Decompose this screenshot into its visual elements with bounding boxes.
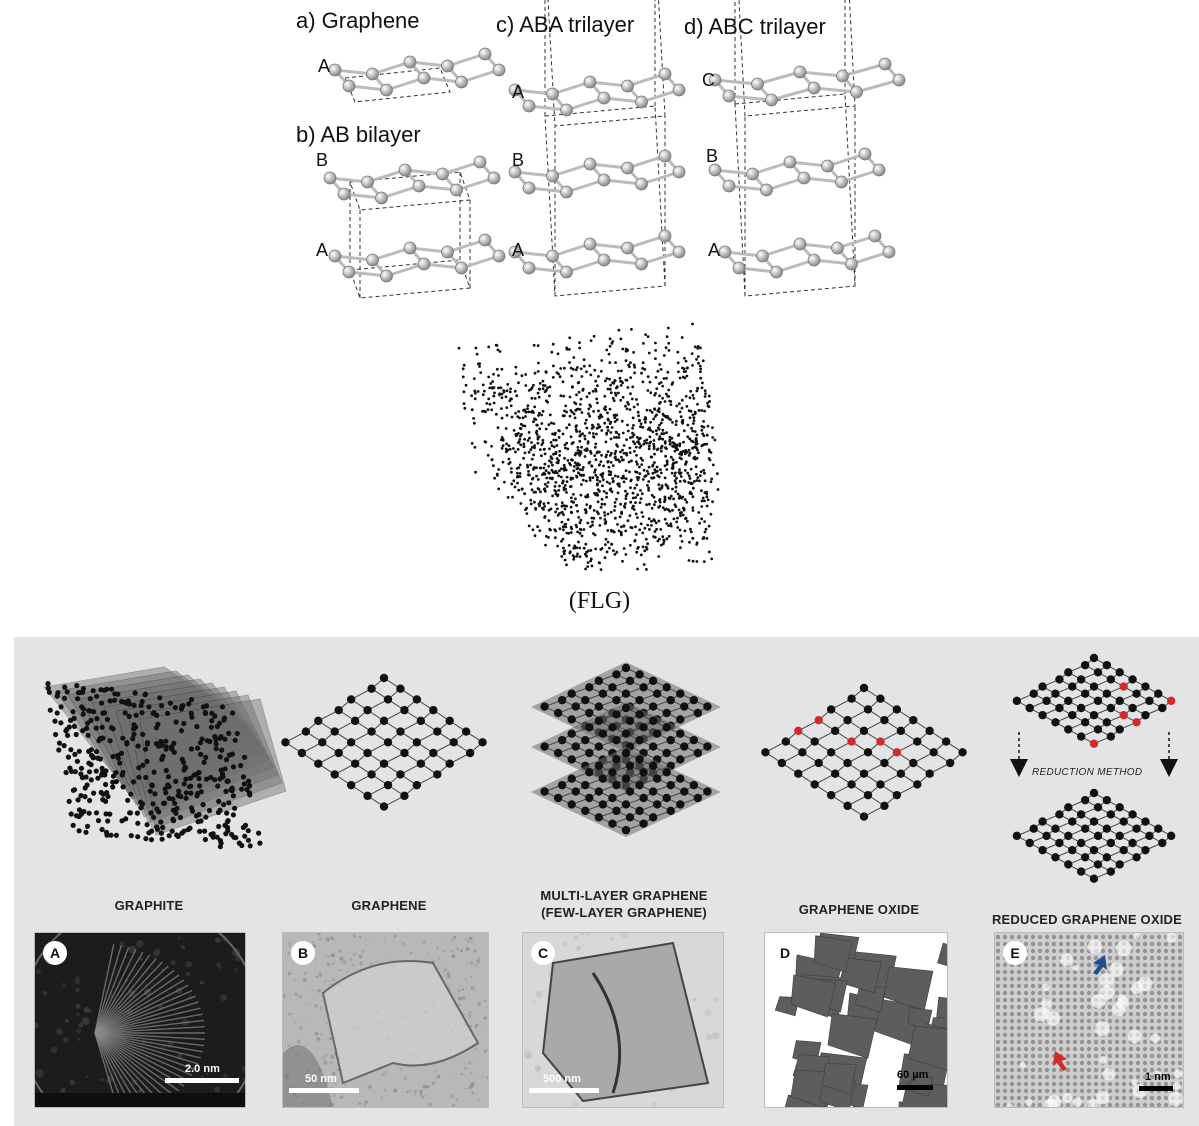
panel-c-label: c) ABA trilayer <box>496 12 635 37</box>
scale-bar-label: 2.0 nm <box>185 1063 220 1075</box>
graphene-label: GRAPHENE <box>351 898 427 913</box>
scale-bar <box>529 1088 599 1093</box>
layer-letter: A <box>512 82 525 102</box>
micrograph-graphene-oxide: D 60 µm <box>764 932 948 1108</box>
graphite-label: GRAPHITE <box>114 898 184 913</box>
scale-bar-label: 50 nm <box>305 1073 337 1085</box>
panel-b-label: b) AB bilayer <box>296 122 421 147</box>
stacking-diagram <box>323 0 906 571</box>
layer-letter: B <box>316 150 329 170</box>
layer-letter: A <box>316 240 329 260</box>
multilayer-label-line1: MULTI-LAYER GRAPHENE <box>540 888 708 903</box>
scale-bar-label: 500 nm <box>543 1073 581 1085</box>
micrograph-badge: B <box>291 941 315 965</box>
layer-letter: B <box>512 150 525 170</box>
reduced-graphene-oxide-label: REDUCED GRAPHENE OXIDE <box>991 912 1183 927</box>
scale-bar-label: 60 µm <box>897 1069 929 1081</box>
multilayer-label-line2: (FEW-LAYER GRAPHENE) <box>541 905 707 920</box>
micrograph-badge: A <box>43 941 67 965</box>
graphene-forms-panel: REDUCTION METHOD GRAPHITE GRAPHENE MULTI… <box>14 637 1199 1126</box>
micrograph-multilayer: C 500 nm <box>522 932 724 1108</box>
layer-letter: A <box>512 240 525 260</box>
graphene-forms-illustrations <box>43 653 1178 883</box>
scale-bar <box>289 1088 359 1093</box>
panel-a-label: a) Graphene <box>296 8 420 33</box>
micrograph-badge: C <box>531 941 555 965</box>
layer-letter: C <box>702 70 715 90</box>
panel-d-label: d) ABC trilayer <box>684 14 826 39</box>
micrograph-reduced-graphene-oxide: E 1 nm <box>994 932 1184 1108</box>
layer-letter: B <box>706 146 719 166</box>
scale-bar-label: 1 nm <box>1145 1071 1171 1083</box>
micrograph-graphite: A 2.0 nm <box>34 932 246 1108</box>
layer-letter: A <box>708 240 721 260</box>
micrograph-badge: D <box>773 941 797 965</box>
micrograph-badge: E <box>1003 941 1027 965</box>
layer-letter: A <box>318 56 331 76</box>
multilayer-graphene-label: MULTI-LAYER GRAPHENE (FEW-LAYER GRAPHENE… <box>514 887 734 921</box>
scale-bar <box>897 1085 933 1090</box>
few-layer-graphene-model <box>457 322 720 571</box>
graphene-oxide-label: GRAPHENE OXIDE <box>798 902 920 917</box>
reduction-method-label: REDUCTION METHOD <box>1032 767 1143 778</box>
scale-bar <box>165 1078 239 1083</box>
scale-bar <box>1139 1086 1173 1091</box>
flg-caption: (FLG) <box>568 588 631 614</box>
micrograph-graphene: B 50 nm <box>282 932 489 1108</box>
